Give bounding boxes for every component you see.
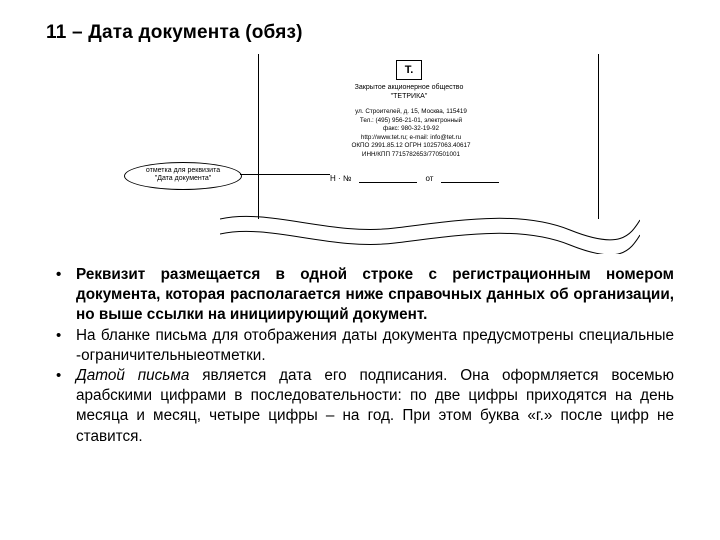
callout-line1: отметка для реквизита <box>146 167 220 174</box>
org-name: Закрытое акционерное общество "ТЕТРИКА" <box>320 84 498 102</box>
torn-edge-icon <box>220 214 640 254</box>
org-line1: Закрытое акционерное общество <box>355 84 464 91</box>
callout-date-field: отметка для реквизита "Дата документа" <box>124 162 242 190</box>
reg-date-label: от <box>425 174 433 183</box>
bullet-text: На бланке письма для отображения даты до… <box>76 327 674 364</box>
org-line2: "ТЕТРИКА" <box>391 93 428 100</box>
bullet-prefix: Датой письма <box>76 367 189 384</box>
org-logo: Т. <box>396 60 422 80</box>
slide-title: 11 – Дата документа (обяз) <box>46 22 674 44</box>
callout-line2: "Дата документа" <box>155 175 212 182</box>
letterhead-figure: Т. Закрытое акционерное общество "ТЕТРИК… <box>120 54 600 251</box>
bullet-item: На бланке письма для отображения даты до… <box>52 326 674 366</box>
reg-no-blank <box>359 174 417 183</box>
registration-row: Н · № от <box>330 174 499 183</box>
reference-data-block: ул. Строителей, д. 15, Москва, 115419Тел… <box>312 108 510 159</box>
page-border-left <box>258 54 259 219</box>
bullet-item: Реквизит размещается в одной строке с ре… <box>52 265 674 326</box>
page-border-right <box>598 54 599 219</box>
bullet-item: Датой письма является дата его подписани… <box>52 366 674 447</box>
bullet-text-rest: размещается в одной строке с регистрацио… <box>76 266 674 323</box>
reg-no-label: Н · № <box>330 174 351 183</box>
reg-date-blank <box>441 174 499 183</box>
callout-connector <box>240 174 330 175</box>
bullet-list: Реквизит размещается в одной строке с ре… <box>46 265 674 447</box>
bullet-text: Реквизит <box>76 266 145 283</box>
